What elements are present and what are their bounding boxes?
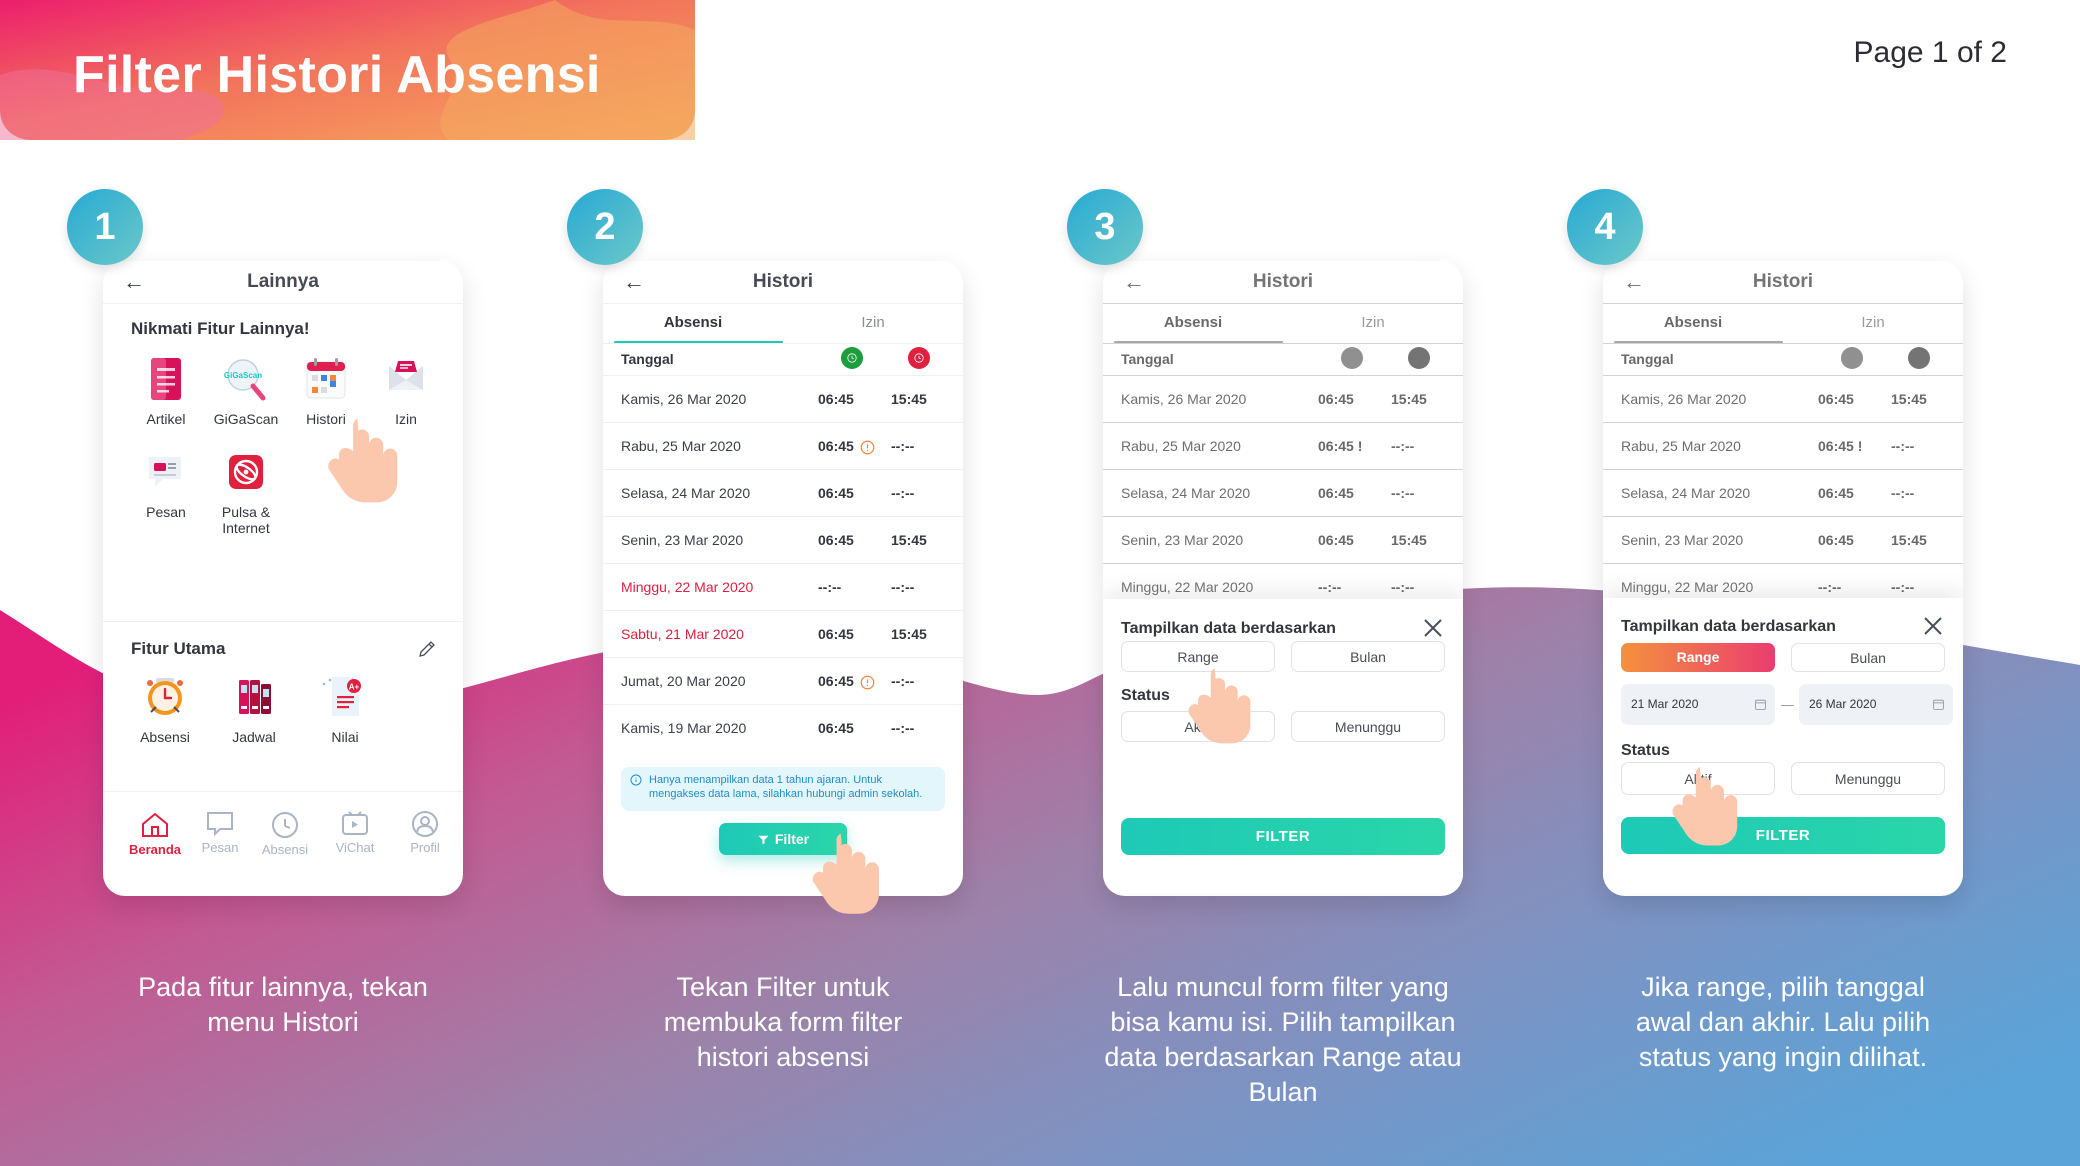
svg-text:GiGaScan: GiGaScan: [224, 371, 262, 380]
svg-text:A+: A+: [349, 683, 360, 692]
